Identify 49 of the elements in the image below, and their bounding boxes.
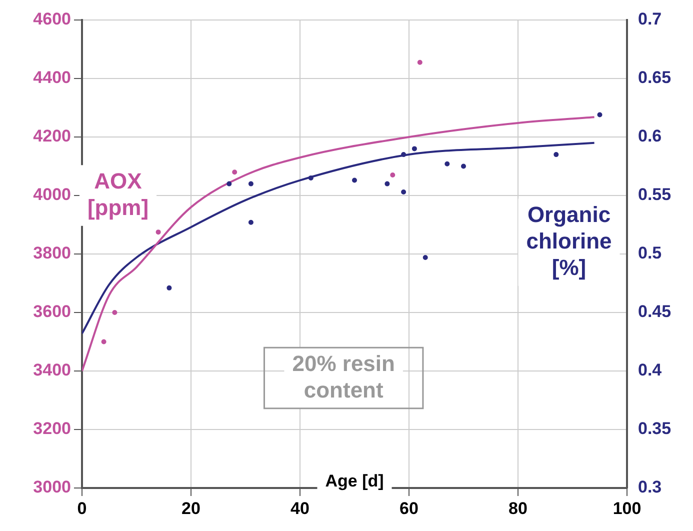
point xyxy=(444,161,450,166)
x-tick-label: 0 xyxy=(77,498,87,518)
point xyxy=(308,175,314,180)
point xyxy=(401,189,406,194)
y-tick-label: 4000 xyxy=(33,185,71,204)
y2-tick-label: 0.3 xyxy=(638,478,662,497)
y-tick-label: 3800 xyxy=(33,244,71,263)
point xyxy=(352,178,357,183)
y-tick-label: 3000 xyxy=(33,478,71,497)
y-tick-label: 4600 xyxy=(33,10,71,29)
annotation: 20% resin content xyxy=(292,350,395,402)
y-tick-label: 3400 xyxy=(33,360,71,380)
point xyxy=(112,310,118,315)
y2-tick-label: 0.4 xyxy=(638,360,662,380)
point xyxy=(390,172,396,178)
y2-tick-label: 0.45 xyxy=(638,302,672,322)
point xyxy=(384,181,390,186)
y2-tick-label: 0.7 xyxy=(638,10,662,29)
point xyxy=(226,181,232,186)
x-tick-label: 80 xyxy=(508,498,528,518)
point xyxy=(422,255,428,260)
y2-tick-label: 0.65 xyxy=(638,68,672,88)
x-tick-label: 100 xyxy=(612,498,642,518)
x-tick-label: 40 xyxy=(290,498,310,518)
y-tick-label: 4200 xyxy=(33,126,71,146)
y-tick-label: 4400 xyxy=(33,68,71,88)
y-tick-label: 3600 xyxy=(33,302,71,322)
y-axis-title: AOX [ppm] xyxy=(87,168,149,220)
point xyxy=(232,170,238,175)
y-tick-label: 3200 xyxy=(33,419,71,438)
x-tick-label: 60 xyxy=(400,498,418,518)
point xyxy=(417,60,422,65)
point xyxy=(248,220,254,225)
point xyxy=(166,285,172,290)
point xyxy=(554,152,559,158)
y2-tick-label: 0.6 xyxy=(638,126,662,146)
point xyxy=(401,152,406,158)
y2-tick-label: 0.5 xyxy=(638,244,662,263)
y2-axis-title: Organic chlorine [%] xyxy=(526,202,612,280)
x-axis-title: Age [d] xyxy=(325,472,384,491)
point xyxy=(597,112,602,118)
y2-tick-label: 0.35 xyxy=(638,419,672,438)
point xyxy=(101,339,106,344)
x-tick-label: 20 xyxy=(182,498,200,518)
point xyxy=(248,181,254,186)
y2-tick-label: 0.55 xyxy=(638,185,672,204)
point xyxy=(412,146,417,152)
point xyxy=(461,164,466,169)
point xyxy=(156,230,161,235)
